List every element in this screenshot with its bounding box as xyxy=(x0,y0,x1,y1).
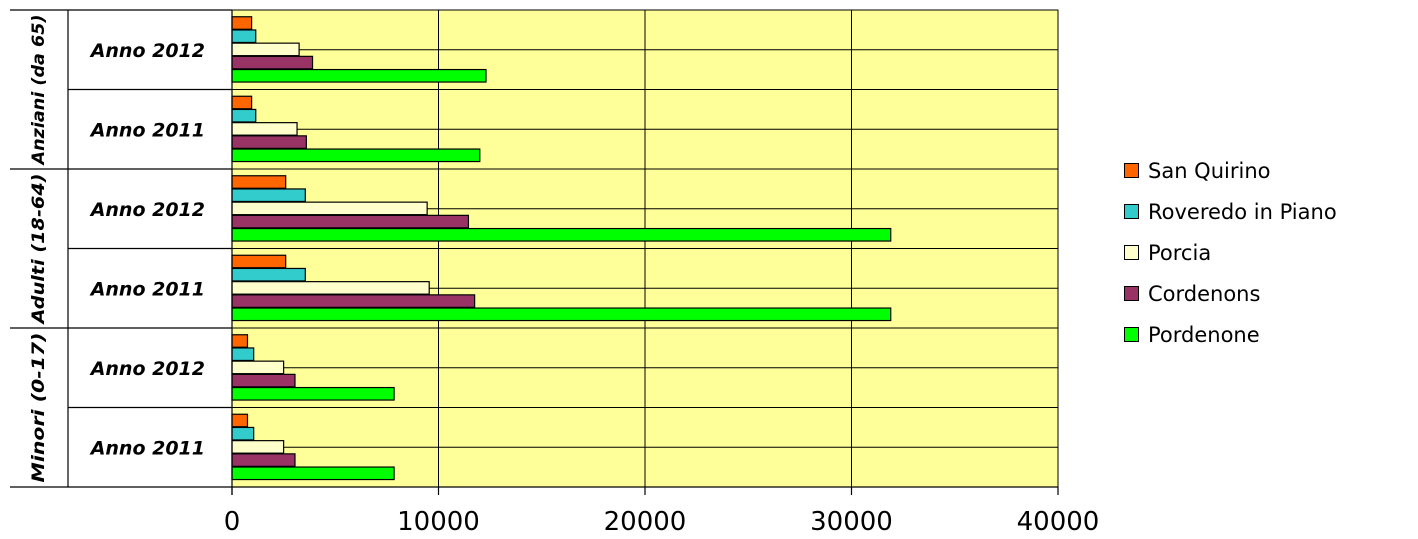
x-tick-label: 40000 xyxy=(1017,507,1100,537)
legend-label: San Quirino xyxy=(1148,158,1271,183)
legend-label: Cordenons xyxy=(1148,281,1261,306)
legend-item: Porcia xyxy=(1124,232,1337,273)
legend-item: Roveredo in Piano xyxy=(1124,191,1337,232)
bar xyxy=(231,135,307,149)
bar xyxy=(231,307,892,322)
x-tick-label: 20000 xyxy=(604,507,687,537)
bar xyxy=(231,201,428,216)
bar xyxy=(231,188,306,203)
bar xyxy=(231,294,476,308)
bar xyxy=(231,68,487,83)
legend-item: San Quirino xyxy=(1124,150,1337,191)
bar xyxy=(231,386,395,401)
legend-swatch xyxy=(1124,327,1139,342)
bar xyxy=(231,108,257,123)
bar xyxy=(231,29,257,44)
bar xyxy=(231,122,298,136)
category-label: Anno 2011 xyxy=(89,119,205,141)
bar xyxy=(231,227,892,242)
bar xyxy=(231,347,255,362)
bar xyxy=(231,267,306,282)
bar xyxy=(231,16,253,30)
legend-label: Roveredo in Piano xyxy=(1148,199,1337,224)
bar xyxy=(231,148,481,163)
group-labels: Anziani (da 65) Adulti (18-64) Minori (0-1… xyxy=(29,15,49,483)
bar xyxy=(231,426,255,441)
bar xyxy=(231,95,253,110)
bar xyxy=(231,334,249,348)
bar xyxy=(231,373,296,388)
bar xyxy=(231,254,287,269)
x-tick-label: 30000 xyxy=(810,507,893,537)
legend-swatch xyxy=(1124,245,1139,260)
axes xyxy=(10,9,1059,495)
legend-label: Pordenone xyxy=(1148,322,1260,347)
category-label: Anno 2012 xyxy=(89,40,205,62)
bar xyxy=(231,55,314,70)
x-tick-labels: 0 10000 20000 30000 40000 xyxy=(224,507,1100,537)
legend-swatch xyxy=(1124,204,1139,219)
bar xyxy=(231,214,470,229)
category-labels: Anno 2012 Anno 2011 Anno 2012 Anno 2011 Anno… xyxy=(89,40,205,460)
bar xyxy=(231,453,296,467)
group-label: Adulti (18-64) xyxy=(29,174,49,326)
bar xyxy=(231,413,249,428)
legend-swatch xyxy=(1124,286,1139,301)
bar xyxy=(231,440,285,454)
x-tick-label: 10000 xyxy=(397,507,480,537)
bar xyxy=(231,281,430,295)
legend: San Quirino Roveredo in Piano Porcia Corden… xyxy=(1124,150,1337,355)
category-label: Anno 2012 xyxy=(89,358,205,380)
x-tick-label: 0 xyxy=(224,507,241,537)
legend-item: Cordenons xyxy=(1124,273,1337,314)
legend-swatch xyxy=(1124,163,1139,178)
bar xyxy=(231,360,285,375)
group-label: Minori (0-17) xyxy=(29,333,49,483)
bar xyxy=(231,466,395,481)
group-label: Anziani (da 65) xyxy=(29,15,49,167)
legend-item: Pordenone xyxy=(1124,314,1337,355)
legend-label: Porcia xyxy=(1148,240,1212,265)
bar xyxy=(231,175,287,189)
category-label: Anno 2011 xyxy=(89,278,205,300)
category-label: Anno 2012 xyxy=(89,199,205,221)
bar xyxy=(231,42,300,57)
category-label: Anno 2011 xyxy=(89,437,205,459)
